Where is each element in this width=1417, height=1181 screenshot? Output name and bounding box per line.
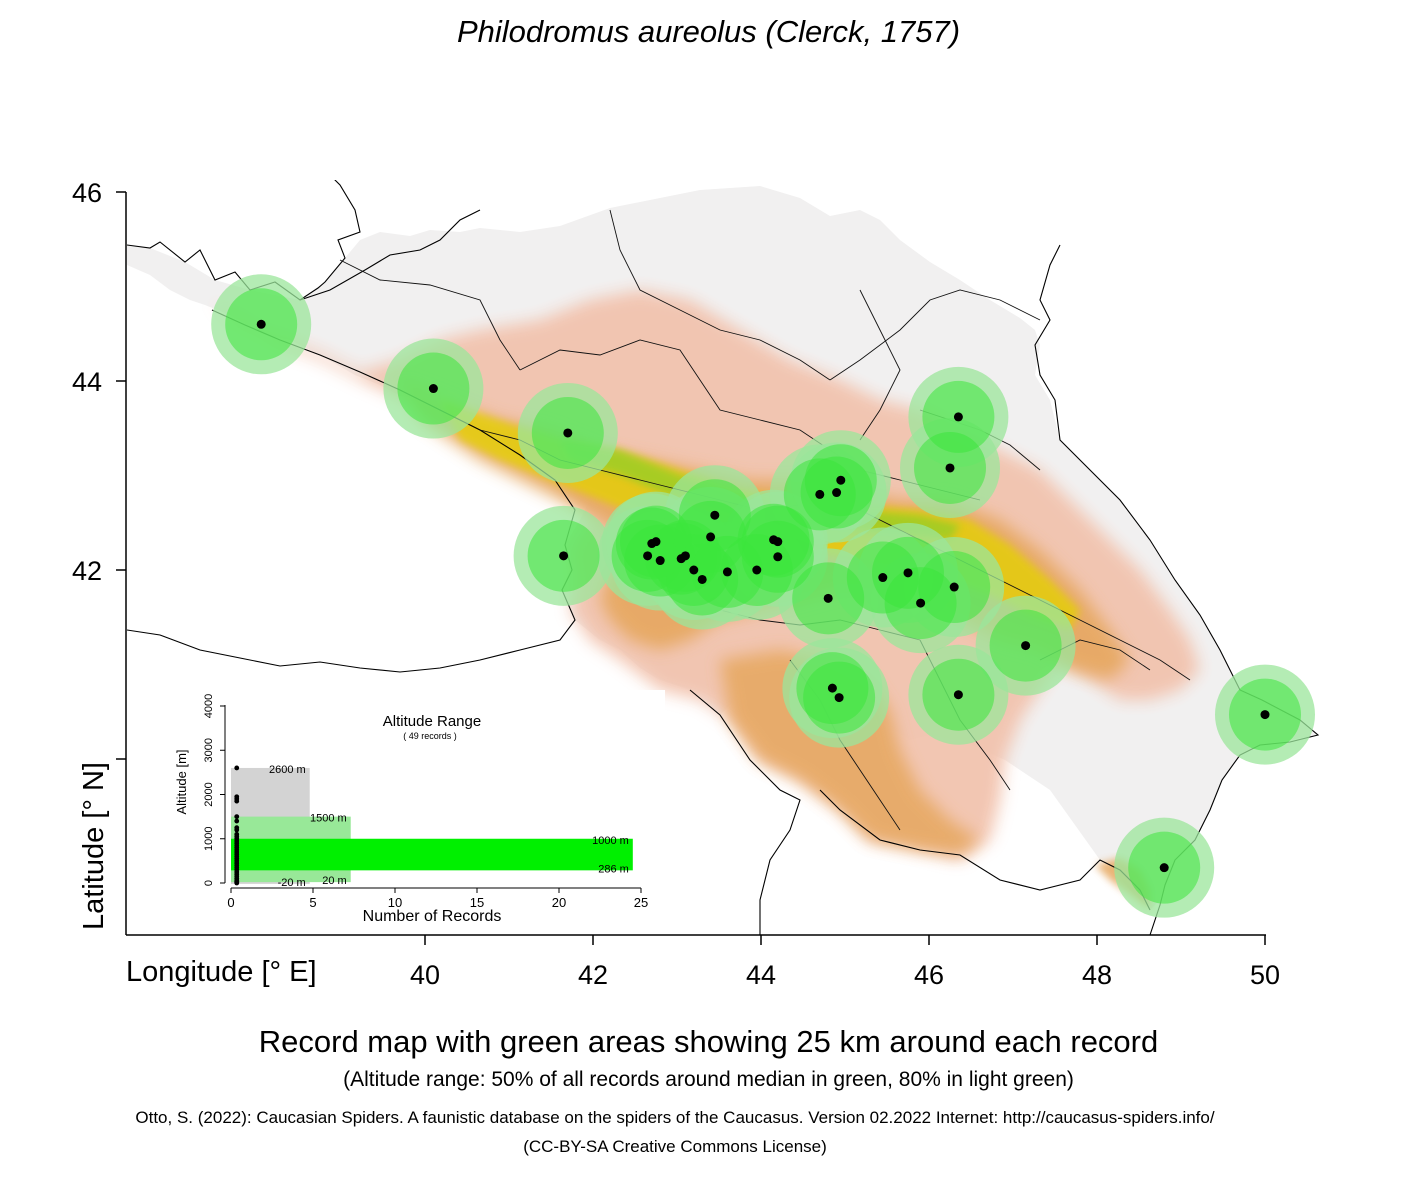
x-axis-label: Longitude [° E] — [126, 956, 317, 988]
record-point — [655, 556, 665, 566]
x-tick-label: 50 — [1250, 960, 1280, 990]
record-point — [1260, 710, 1270, 720]
azov-coast — [299, 209, 481, 301]
record-point — [710, 510, 720, 520]
record-point — [945, 463, 955, 473]
record-point — [949, 582, 959, 592]
record-point — [916, 598, 926, 608]
range-min-label: 286 m — [598, 863, 629, 875]
map-title: Philodromus aureolus (Clerck, 1757) — [456, 14, 961, 49]
inset-x-tick-label: 25 — [634, 895, 648, 910]
record-point — [256, 319, 266, 329]
x-tick-label: 42 — [578, 960, 608, 990]
record-point — [680, 551, 690, 561]
record-point — [651, 537, 661, 547]
map-subcaption: (Altitude range: 50% of all records arou… — [343, 1068, 1074, 1091]
record-point — [832, 488, 842, 498]
record-point — [827, 683, 837, 693]
y-tick-label: 46 — [72, 178, 102, 208]
inset-ylabel: Altitude [m] — [174, 749, 189, 814]
record-point — [643, 551, 653, 561]
record-point — [689, 565, 699, 575]
range-min-label: -20 m — [278, 877, 306, 889]
range-max-label: 2600 m — [269, 764, 306, 776]
altitude-point — [234, 814, 240, 820]
record-point — [1159, 863, 1169, 873]
record-point — [903, 568, 913, 578]
border-4 — [829, 289, 1041, 381]
map-axes — [125, 192, 1266, 936]
record-point — [559, 551, 569, 561]
inset-y-ticks: 0 1000 2000 3000 4000 — [203, 694, 225, 886]
map-caption: Record map with green areas showing 25 k… — [258, 1024, 1159, 1059]
record-point — [823, 593, 833, 603]
inset-x-tick-label: 5 — [309, 895, 316, 910]
x-ticks: 40 42 44 46 48 50 — [410, 935, 1280, 990]
record-point — [706, 532, 716, 542]
inset-x-ticks: 0 5 10 15 20 25 — [227, 888, 648, 910]
record-point — [722, 567, 732, 577]
record-point — [953, 412, 963, 422]
y-ticks: 46 44 42 — [72, 178, 126, 760]
record-point — [815, 489, 825, 499]
inset-range-bars — [231, 767, 633, 884]
record-point — [752, 565, 762, 575]
altitude-inset: 2600 m -20 m 1500 m 20 m 1000 m 286 m 0 5 10 15 2… — [174, 690, 665, 926]
inset-y-tick-label: 3000 — [203, 738, 215, 762]
record-point — [773, 537, 783, 547]
x-tick-label: 46 — [914, 960, 944, 990]
range-min-label: 20 m — [322, 875, 346, 887]
citation-text: Otto, S. (2022): Caucasian Spiders. A fa… — [135, 1108, 1215, 1127]
inset-x-tick-label: 15 — [470, 895, 484, 910]
inset-xlabel: Number of Records — [363, 908, 502, 925]
altitude-point — [234, 880, 240, 886]
inset-altitude-points — [234, 765, 240, 886]
inset-title: Altitude Range — [383, 713, 481, 730]
border-3 — [609, 209, 831, 381]
altitude-point — [234, 798, 240, 804]
caspian-coast — [1034, 244, 1320, 935]
south-border-west — [689, 689, 801, 935]
altitude-point — [234, 827, 240, 833]
y-axis-label: Latitude [° N] — [78, 762, 110, 930]
record-point — [697, 574, 707, 584]
border-2 — [519, 339, 761, 421]
inset-range-labels: 2600 m -20 m 1500 m 20 m 1000 m 286 m — [269, 764, 629, 889]
inset-y-tick-label: 1000 — [203, 827, 215, 851]
altitude-point — [234, 818, 240, 824]
y-tick-label: 42 — [72, 556, 102, 586]
inset-subtitle: ( 49 records ) — [403, 731, 457, 741]
record-point — [878, 573, 888, 583]
record-point — [773, 552, 783, 562]
license-text: (CC-BY-SA Creative Commons License) — [523, 1137, 827, 1156]
record-point — [1021, 641, 1031, 651]
x-tick-label: 48 — [1082, 960, 1112, 990]
border-1 — [339, 259, 521, 371]
record-point — [953, 690, 963, 700]
record-points — [256, 319, 1270, 873]
inset-x-tick-label: 20 — [552, 895, 566, 910]
y-tick-label: 44 — [72, 367, 102, 397]
x-tick-label: 44 — [746, 960, 776, 990]
altitude-point — [234, 765, 240, 771]
record-point — [836, 475, 846, 485]
inset-y-tick-label: 2000 — [203, 782, 215, 806]
inset-x-tick-label: 0 — [227, 895, 234, 910]
range-max-label: 1000 m — [592, 835, 629, 847]
record-point — [428, 384, 438, 394]
record-point — [563, 428, 573, 438]
range-max-label: 1500 m — [310, 813, 347, 825]
x-tick-label: 40 — [410, 960, 440, 990]
altitude-range-bar — [231, 838, 633, 871]
inset-x-tick-label: 10 — [388, 895, 402, 910]
border-7 — [859, 289, 901, 441]
inset-y-tick-label: 4000 — [203, 694, 215, 718]
record-point — [834, 693, 844, 703]
inset-y-tick-label: 0 — [203, 880, 215, 886]
